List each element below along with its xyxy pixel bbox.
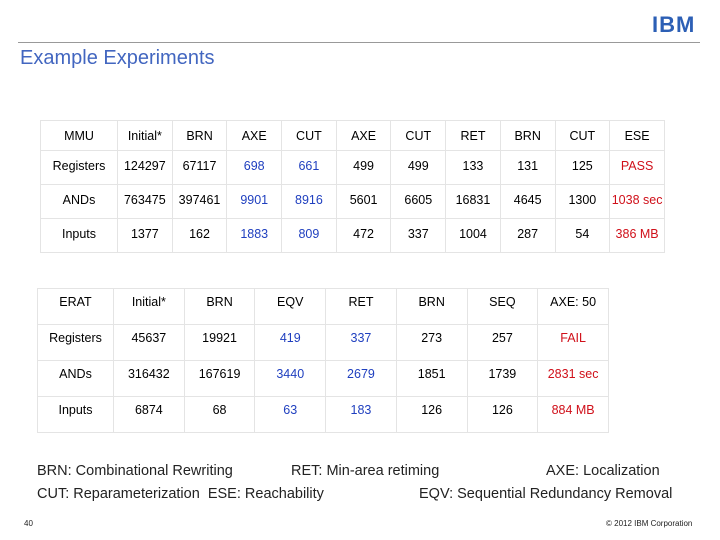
cell: 337	[325, 324, 397, 361]
header-cell: CUT	[390, 120, 447, 151]
cell: 257	[466, 324, 539, 361]
cell: Registers	[40, 150, 118, 185]
slide-title: Example Experiments	[20, 47, 215, 69]
cell: 1377	[117, 218, 173, 253]
header-cell: SEQ	[466, 288, 539, 325]
header-cell: RET	[325, 288, 397, 325]
header-cell: BRN	[171, 120, 228, 151]
cell: 273	[395, 324, 468, 361]
legend-text: CUT: Reparameterization ESE: Reachabilit…	[37, 486, 324, 502]
cell: 9901	[226, 184, 283, 219]
legend-text: BRN: Combinational Rewriting	[37, 463, 233, 479]
results-table: MMU Initial* BRN AXE CUT AXE CUT RET BRN CUT ESE Re…	[40, 120, 665, 253]
cell: 45637	[113, 324, 185, 361]
header-cell: Initial*	[113, 288, 185, 325]
cell: 4645	[499, 184, 556, 219]
header-cell: Initial*	[117, 120, 173, 151]
cell: 2831 sec	[537, 360, 609, 397]
cell: 499	[335, 150, 392, 185]
cell: ANDs	[40, 184, 118, 219]
logo: IBM	[652, 12, 696, 37]
cell: PASS	[609, 150, 665, 185]
header-cell: AXE: 50	[537, 288, 609, 325]
header-cell: CUT	[554, 120, 611, 151]
header-cell: BRN	[499, 120, 556, 151]
cell: 316432	[113, 360, 185, 397]
cell: 809	[281, 218, 337, 253]
data-row: Inputs 6874 68 63 183 126 126 884 MB	[37, 396, 609, 433]
cell: 1883	[226, 218, 283, 253]
page-number: 40	[24, 519, 33, 528]
header-row: MMU Initial* BRN AXE CUT AXE CUT RET BRN CUT ESE	[40, 120, 665, 151]
cell: 131	[499, 150, 556, 185]
cell: 419	[254, 324, 327, 361]
header-cell: EQV	[254, 288, 327, 325]
header-cell: BRN	[183, 288, 256, 325]
cell: Registers	[37, 324, 114, 361]
header-cell: AXE	[335, 120, 392, 151]
cell: 1851	[395, 360, 468, 397]
cell: 397461	[171, 184, 228, 219]
cell: Inputs	[37, 396, 114, 433]
cell: 68	[183, 396, 256, 433]
cell: 3440	[254, 360, 327, 397]
cell: 499	[390, 150, 447, 185]
header-row: ERAT Initial* BRN EQV RET BRN SEQ AXE: 50	[37, 288, 609, 325]
cell: 183	[325, 396, 397, 433]
legend-text: AXE: Localization	[546, 463, 660, 479]
cell: ANDs	[37, 360, 114, 397]
header-cell: ESE	[609, 120, 665, 151]
cell: 337	[390, 218, 447, 253]
cell: 1004	[445, 218, 501, 253]
cell: 8916	[281, 184, 337, 219]
cell: 472	[335, 218, 392, 253]
cell: 386 MB	[609, 218, 665, 253]
cell: 6874	[113, 396, 185, 433]
cell: 124297	[117, 150, 173, 185]
cell: 167619	[183, 360, 256, 397]
header-cell: ERAT	[37, 288, 114, 325]
cell: 54	[554, 218, 611, 253]
data-row: ANDs 316432 167619 3440 2679 1851 1739 2831 sec	[37, 360, 609, 397]
data-row: Registers 45637 19921 419 337 273 257 FAIL	[37, 324, 609, 361]
legend-text: EQV: Sequential Redundancy Removal	[419, 486, 673, 502]
cell: 19921	[183, 324, 256, 361]
copyright: © 2012 IBM Corporation	[606, 519, 693, 528]
cell: 162	[171, 218, 228, 253]
cell: 2679	[325, 360, 397, 397]
header-cell: RET	[445, 120, 501, 151]
cell: 287	[499, 218, 556, 253]
cell: 126	[466, 396, 539, 433]
cell: 698	[226, 150, 283, 185]
cell: Inputs	[40, 218, 118, 253]
cell: 126	[395, 396, 468, 433]
header-cell: MMU	[40, 120, 118, 151]
cell: 125	[554, 150, 611, 185]
cell: 5601	[335, 184, 392, 219]
header-rule	[18, 42, 700, 43]
cell: 16831	[445, 184, 501, 219]
cell: 1300	[554, 184, 611, 219]
header-cell: BRN	[395, 288, 468, 325]
cell: 763475	[117, 184, 173, 219]
cell: 1038 sec	[609, 184, 665, 219]
cell: FAIL	[537, 324, 609, 361]
data-row: Registers 124297 67117 698 661 499 499 133 131 12…	[40, 150, 665, 185]
results-table: ERAT Initial* BRN EQV RET BRN SEQ AXE: 50 Regist…	[37, 288, 609, 433]
cell: 133	[445, 150, 501, 185]
header-cell: CUT	[281, 120, 337, 151]
cell: 1739	[466, 360, 539, 397]
cell: 63	[254, 396, 327, 433]
cell: 6605	[390, 184, 447, 219]
cell: 661	[281, 150, 337, 185]
cell: 884 MB	[537, 396, 609, 433]
data-row: ANDs 763475 397461 9901 8916 5601 6605 16831 464…	[40, 184, 665, 219]
legend-text: RET: Min-area retiming	[291, 463, 440, 479]
cell: 67117	[171, 150, 228, 185]
data-row: Inputs 1377 162 1883 809 472 337 1004 287 54 386 M…	[40, 218, 665, 253]
header-cell: AXE	[226, 120, 283, 151]
